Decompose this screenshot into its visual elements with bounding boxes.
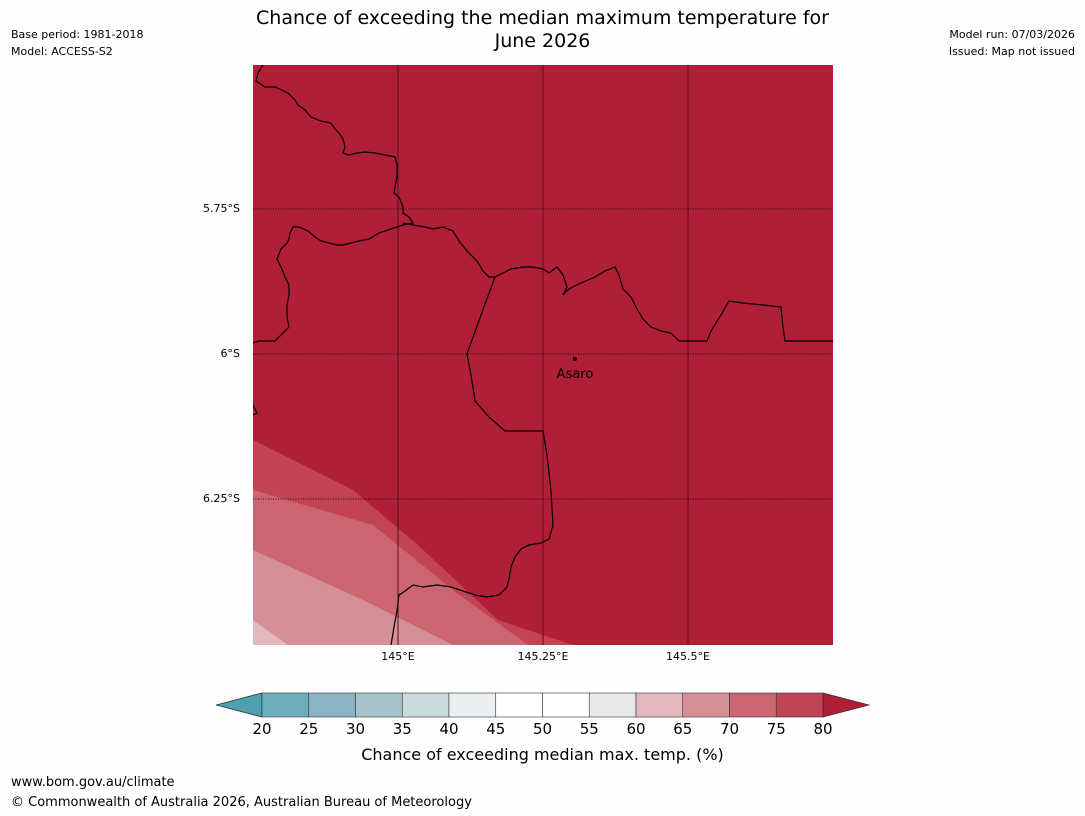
meta-right: Model run: 07/03/2026 Issued: Map not is… — [949, 26, 1075, 60]
colorbar-tick-label: 45 — [486, 720, 506, 738]
colorbar-tick-label: 20 — [252, 720, 272, 738]
colorbar-segment — [588, 692, 637, 718]
title-line-1: Chance of exceeding the median maximum t… — [256, 7, 829, 29]
colorbar-low-extension — [214, 692, 263, 718]
lat-label-6-25: 6.25°S — [203, 492, 240, 505]
parallels — [253, 208, 833, 500]
colorbar-tick-label: 50 — [532, 720, 553, 738]
colorbar-segment — [682, 692, 730, 718]
colorbar-segment — [355, 692, 403, 718]
province-borders — [252, 64, 833, 646]
meta-left: Base period: 1981-2018 Model: ACCESS-S2 — [11, 26, 143, 60]
colorbar-segment — [775, 692, 824, 718]
colorbar-high-extension — [822, 692, 871, 718]
colorbar-segments — [261, 692, 824, 718]
colorbar-tick-label: 70 — [719, 720, 740, 738]
lon-label-145-5: 145.5°E — [666, 650, 710, 663]
meridians — [397, 65, 689, 645]
lat-label-6: 6°S — [220, 347, 240, 360]
colorbar-segment — [308, 692, 356, 718]
border-central-north — [402, 222, 833, 342]
asaro-label: Asaro — [557, 367, 594, 382]
map-title: Chance of exceeding the median maximum t… — [200, 7, 885, 53]
colorbar-segment — [448, 692, 497, 718]
border-edge-west — [252, 404, 258, 416]
colorbar-tick-label: 30 — [345, 720, 366, 738]
colorbar-tick-label: 65 — [673, 720, 693, 738]
colorbar-segment — [401, 692, 450, 718]
colorbar-tick-label: 35 — [392, 720, 412, 738]
colorbar-segment — [495, 692, 543, 718]
border-west — [390, 276, 554, 646]
model-run-text: Model run: 07/03/2026 — [949, 28, 1075, 41]
asaro-marker[interactable] — [573, 357, 577, 361]
colorbar-label: Chance of exceeding median max. temp. (%… — [361, 745, 724, 764]
colorbar-segment — [261, 692, 310, 718]
footer-website[interactable]: www.bom.gov.au/climate — [11, 775, 175, 790]
colorbar-graphic — [214, 692, 871, 718]
footer-copyright: © Commonwealth of Australia 2026, Austra… — [11, 795, 472, 810]
colorbar-tick-label: 80 — [813, 720, 833, 738]
lat-label-5-75: 5.75°S — [203, 202, 240, 215]
colorbar — [214, 692, 871, 720]
colorbar-segment — [542, 692, 590, 718]
colorbar-segment — [729, 692, 777, 718]
lon-label-145: 145°E — [381, 650, 415, 663]
border-northwest — [252, 64, 414, 344]
lon-label-145-25: 145.25°E — [517, 650, 569, 663]
colorbar-tick-label: 40 — [439, 720, 459, 738]
map-panel[interactable]: Asaro — [252, 64, 833, 646]
colorbar-segment — [635, 692, 684, 718]
title-line-2: June 2026 — [494, 30, 591, 52]
base-period-text: Base period: 1981-2018 — [11, 28, 144, 41]
colorbar-tick-label: 25 — [299, 720, 319, 738]
colorbar-tick-label: 75 — [766, 720, 786, 738]
forecast-map[interactable]: Asaro — [252, 64, 833, 646]
colorbar-tick-label: 60 — [626, 720, 646, 738]
region-60-65 — [253, 620, 288, 645]
model-text: Model: ACCESS-S2 — [11, 45, 113, 58]
region-65-70 — [253, 550, 453, 645]
issued-text: Issued: Map not issued — [948, 45, 1075, 58]
colorbar-tick-label: 55 — [579, 720, 599, 738]
